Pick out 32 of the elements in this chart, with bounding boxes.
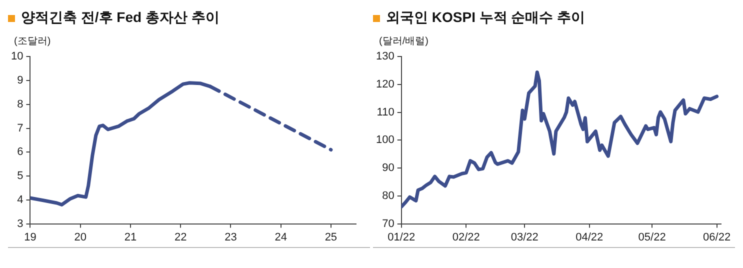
x-tick-label: 19 bbox=[24, 231, 36, 244]
y-tick-label: 5 bbox=[17, 170, 24, 182]
x-tick-label: 22 bbox=[174, 231, 187, 244]
x-tick-label: 04/22 bbox=[576, 231, 604, 244]
x-tick-label: 20 bbox=[74, 231, 86, 244]
x-tick-label: 23 bbox=[224, 231, 237, 244]
x-tick-label: 06/22 bbox=[703, 231, 731, 244]
y-tick-label: 90 bbox=[382, 162, 394, 174]
y-tick-label: 6 bbox=[17, 146, 24, 158]
y-tick-label: 120 bbox=[376, 78, 394, 90]
x-tick-label: 03/22 bbox=[510, 231, 538, 244]
y-tick-label: 8 bbox=[17, 98, 24, 110]
x-tick-label: 05/22 bbox=[638, 231, 666, 244]
y-tick-label: 3 bbox=[17, 218, 24, 230]
chart-title: 외국인 KOSPI 누적 순매수 추이 bbox=[386, 9, 586, 27]
y-tick-label: 100 bbox=[376, 134, 394, 146]
x-tick-label: 24 bbox=[274, 231, 287, 244]
y-tick-label: 9 bbox=[17, 74, 24, 87]
y-axis-title: (조달러) bbox=[14, 35, 52, 47]
y-tick-label: 80 bbox=[382, 190, 394, 202]
y-axis-title: (달러/배럴) bbox=[379, 35, 430, 47]
chart-title: 양적긴축 전/후 Fed 총자산 추이 bbox=[21, 9, 220, 27]
y-tick-label: 10 bbox=[10, 50, 24, 63]
x-tick-label: 21 bbox=[124, 231, 137, 244]
y-tick-label: 110 bbox=[376, 106, 394, 118]
y-tick-label: 70 bbox=[382, 218, 394, 230]
x-tick-label: 02/22 bbox=[452, 231, 480, 244]
y-tick-label: 4 bbox=[17, 194, 24, 206]
y-tick-label: 130 bbox=[376, 50, 394, 63]
x-tick-label: 25 bbox=[324, 231, 338, 244]
y-tick-label: 7 bbox=[17, 122, 24, 134]
x-tick-label: 01/22 bbox=[388, 231, 416, 244]
